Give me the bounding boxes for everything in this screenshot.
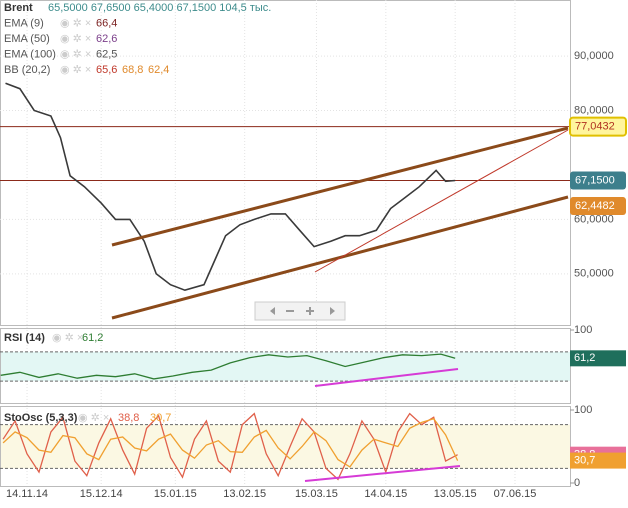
price-box [569, 116, 627, 137]
x-tick-label: 15.12.14 [80, 488, 123, 500]
indicator-value: 66,4 [96, 17, 117, 29]
legend-title: RSI (14) [4, 332, 45, 344]
price-box [570, 197, 626, 216]
indicator-icons: ◉ ✲ × [52, 332, 83, 344]
y-tick-label: 100 [574, 324, 592, 336]
channel-top [111, 126, 569, 247]
legend-value: 30,7 [150, 412, 171, 424]
x-tick-label: 07.06.15 [494, 488, 537, 500]
x-tick-label: 14.11.14 [6, 488, 48, 500]
level-band [1, 424, 570, 469]
trend-line [314, 129, 569, 273]
y-tick-label: 100 [574, 404, 592, 416]
x-tick-label: 15.01.15 [154, 488, 197, 500]
indicator-icons: ◉ ✲ × [60, 64, 91, 76]
indicator-value: 68,8 [122, 64, 143, 76]
price-label: 62,4482 [575, 200, 615, 212]
y-tick-label: 90,0000 [574, 50, 614, 62]
legend-value: 38,8 [118, 412, 139, 424]
legend-title: StoOsc (5,3,3) [4, 412, 78, 424]
toolbar-bg [254, 301, 346, 321]
scroll-right[interactable] [330, 307, 335, 315]
series-line [2, 412, 458, 481]
x-tick-label: 13.05.15 [434, 488, 477, 500]
price-label: 77,0432 [575, 121, 615, 133]
value-box-label: 30,7 [574, 454, 595, 466]
price-box [570, 171, 626, 190]
indicator-value: 62,5 [96, 48, 117, 60]
main-panel [0, 0, 571, 326]
indicator-icons: ◉ ✲ × [60, 33, 91, 45]
y-tick-label: 80,0000 [574, 104, 614, 116]
y-tick-label: 60,0000 [574, 213, 614, 225]
price-label: 67,1500 [575, 174, 615, 186]
indicator-value: 65,6 [96, 64, 117, 76]
zoom-toolbar [254, 301, 346, 321]
y-tick-label: 50,0000 [574, 268, 614, 280]
scroll-left[interactable] [270, 307, 275, 315]
indicator-icons: ◉ ✲ × [60, 17, 91, 29]
indicator-name: EMA (50) [4, 33, 50, 45]
indicator-name: EMA (100) [4, 48, 56, 60]
value-box [570, 452, 626, 469]
indicator-name: EMA (9) [4, 17, 44, 29]
rsi-divergence [314, 368, 459, 387]
x-tick-label: 13.02.15 [223, 488, 266, 500]
legend-title: Brent [4, 2, 33, 14]
series-line [5, 82, 456, 292]
trend-lines [111, 126, 569, 482]
value-box [570, 350, 626, 367]
indicator-icons: ◉ ✲ × [78, 412, 109, 424]
x-tick-label: 15.03.15 [295, 488, 338, 500]
sto-panel [0, 406, 571, 487]
indicator-value: 62,4 [148, 64, 169, 76]
legend-subtitle: 65,5000 67,6500 65,4000 67,1500 104,5 ты… [48, 2, 271, 14]
series-line [2, 418, 459, 468]
zoom-in[interactable] [306, 307, 314, 315]
x-tick-label: 14.04.15 [364, 488, 407, 500]
y-tick-label: 0 [574, 477, 580, 489]
value-box-label: 61,2 [574, 352, 595, 364]
sto-divergence [304, 465, 461, 482]
series-line [0, 353, 456, 380]
indicator-icons: ◉ ✲ × [60, 48, 91, 60]
indicator-name: BB (20,2) [4, 64, 50, 76]
legend-value: 61,2 [82, 332, 103, 344]
indicator-value: 62,6 [96, 33, 117, 45]
